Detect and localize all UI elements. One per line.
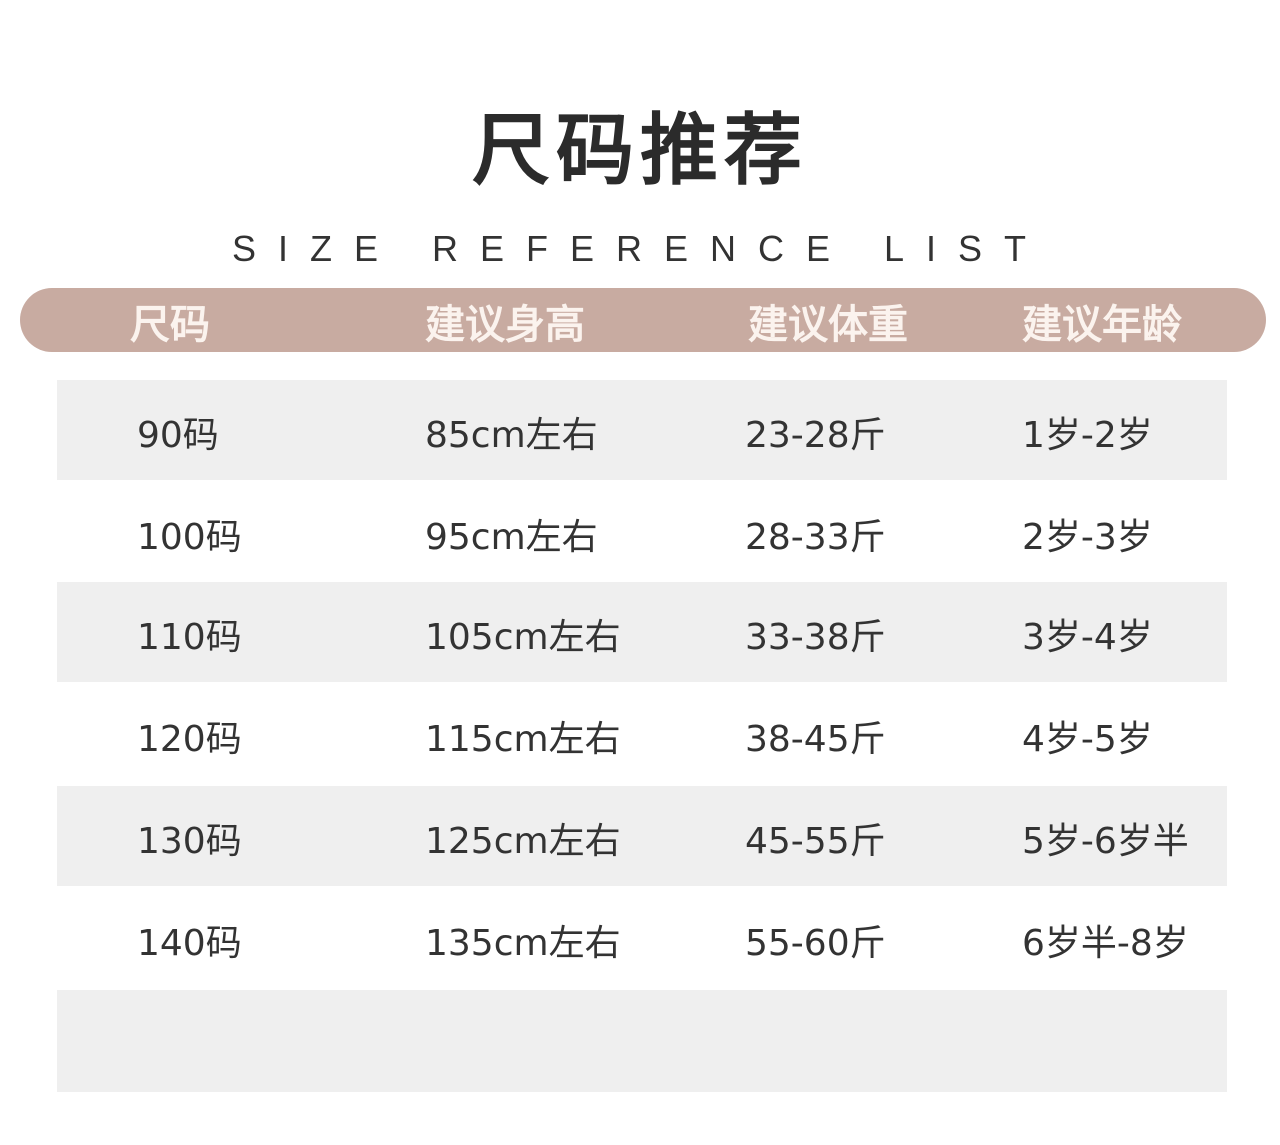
table-header: 尺码 建议身高 建议体重 建议年龄 [20, 288, 1266, 352]
page-title: 尺码推荐 [471, 106, 808, 196]
cell-weight: 45-55斤 [745, 821, 886, 862]
cell-weight: 38-45斤 [745, 719, 886, 760]
cell-age: 4岁-5岁 [1022, 719, 1153, 760]
page-subtitle: SIZE REFERENCE LIST [231, 228, 1049, 269]
table-row: 120码 115cm左右 38-45斤 4岁-5岁 [57, 684, 1227, 784]
cell-height: 105cm左右 [425, 617, 621, 658]
cell-age: 2岁-3岁 [1022, 517, 1153, 558]
empty-row [57, 990, 1227, 1092]
cell-height: 85cm左右 [425, 415, 598, 456]
cell-height: 125cm左右 [425, 821, 621, 862]
cell-size: 90码 [137, 415, 219, 456]
cell-height: 95cm左右 [425, 517, 598, 558]
table-row: 110码 105cm左右 33-38斤 3岁-4岁 [57, 582, 1227, 682]
cell-weight: 23-28斤 [745, 415, 886, 456]
cell-weight: 33-38斤 [745, 617, 886, 658]
table-row: 90码 85cm左右 23-28斤 1岁-2岁 [57, 380, 1227, 480]
cell-age: 5岁-6岁半 [1022, 821, 1189, 862]
header-age: 建议年龄 [1022, 302, 1182, 348]
cell-size: 100码 [137, 517, 242, 558]
cell-weight: 28-33斤 [745, 517, 886, 558]
cell-height: 135cm左右 [425, 923, 621, 964]
table-row: 130码 125cm左右 45-55斤 5岁-6岁半 [57, 786, 1227, 886]
header-weight: 建议体重 [748, 302, 908, 348]
header-height: 建议身高 [425, 302, 585, 348]
cell-height: 115cm左右 [425, 719, 621, 760]
cell-size: 140码 [137, 923, 242, 964]
cell-size: 120码 [137, 719, 242, 760]
cell-age: 3岁-4岁 [1022, 617, 1153, 658]
table-row: 100码 95cm左右 28-33斤 2岁-3岁 [57, 482, 1227, 582]
cell-age: 1岁-2岁 [1022, 415, 1153, 456]
header-size: 尺码 [130, 302, 210, 348]
cell-size: 110码 [137, 617, 242, 658]
cell-size: 130码 [137, 821, 242, 862]
table-row: 140码 135cm左右 55-60斤 6岁半-8岁 [57, 888, 1227, 988]
cell-weight: 55-60斤 [745, 923, 886, 964]
cell-age: 6岁半-8岁 [1022, 923, 1189, 964]
